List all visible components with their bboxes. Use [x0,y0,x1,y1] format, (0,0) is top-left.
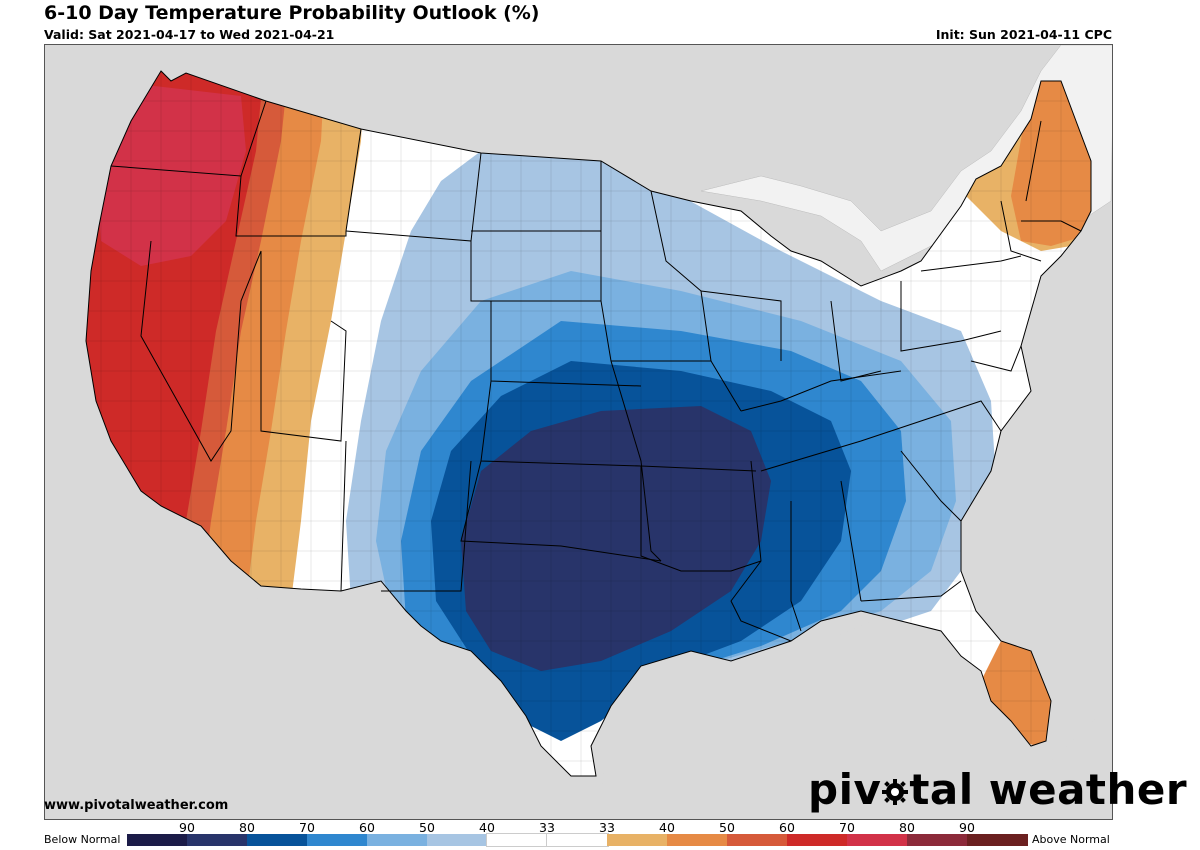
state-boundaries [85,70,1092,777]
legend: Below Normal Above Normal 90 80 70 60 50 40 33… [0,820,1200,850]
legend-swatch [307,834,368,846]
gulf-water [45,471,1112,819]
legend-tick: 40 [479,820,495,835]
legend-swatch [367,834,428,846]
legend-tick: 80 [239,820,255,835]
legend-below-label: Below Normal [44,833,121,846]
below-70-80 [461,406,771,671]
legend-swatch [667,834,728,846]
init-time: Init: Sun 2021-04-11 CPC [935,27,1112,42]
gear-icon [881,765,909,814]
legend-swatch [486,833,549,847]
legend-tick: 50 [719,820,735,835]
legend-tick: 33 [599,820,615,835]
above-70-80 [96,81,246,266]
brand-logo: piv tal weather [808,765,1187,814]
brand-text-end: tal weather [909,765,1188,814]
website-url: www.pivotalweather.com [44,798,229,813]
legend-swatch [187,834,248,846]
outlook-map[interactable] [44,44,1113,820]
legend-tick: 90 [959,820,975,835]
legend-above-label: Above Normal [1032,833,1110,846]
brand-text-start: piv [808,765,882,814]
legend-swatch [127,834,188,846]
legend-tick: 60 [779,820,795,835]
valid-period: Valid: Sat 2021-04-17 to Wed 2021-04-21 [44,27,335,42]
legend-swatch [727,834,788,846]
legend-tick: 60 [359,820,375,835]
legend-swatch [847,834,908,846]
legend-swatch [967,834,1028,846]
legend-swatch [247,834,308,846]
legend-tick: 33 [539,820,555,835]
legend-tick: 80 [899,820,915,835]
above-fl-40-50 [976,641,1056,751]
map-canvas [45,45,1112,819]
page-title: 6-10 Day Temperature Probability Outlook… [44,2,540,24]
legend-swatch [787,834,848,846]
legend-swatch [546,833,609,847]
legend-swatch [427,834,488,846]
legend-tick: 70 [839,820,855,835]
legend-tick: 90 [179,820,195,835]
legend-tick: 70 [299,820,315,835]
legend-swatch [607,834,668,846]
legend-swatch [907,834,968,846]
legend-tick: 40 [659,820,675,835]
legend-tick: 50 [419,820,435,835]
